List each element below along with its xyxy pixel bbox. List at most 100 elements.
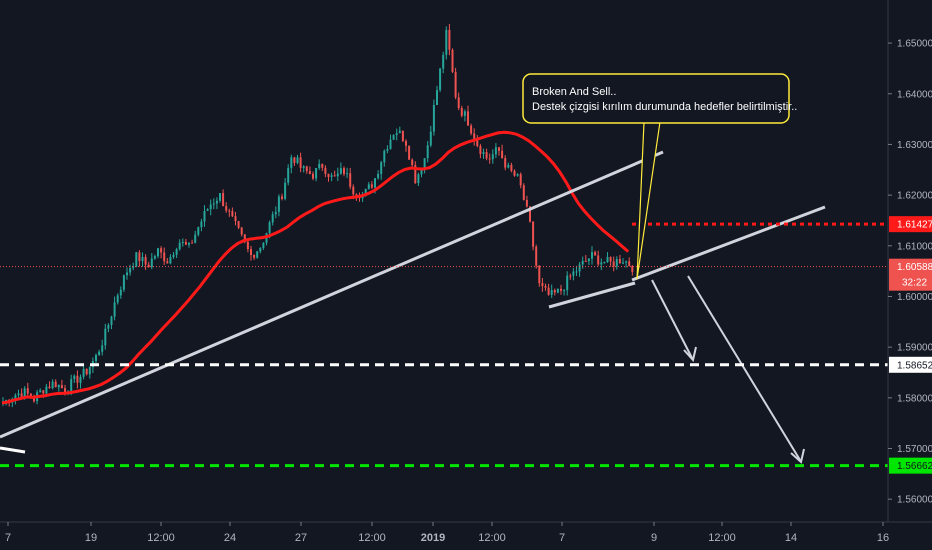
candle-body	[420, 169, 423, 175]
candle-body	[206, 209, 209, 211]
candle-body	[374, 178, 376, 188]
candle-body	[395, 133, 398, 136]
candle-body	[209, 204, 212, 210]
annotation-callout[interactable]: Broken And Sell.. Destek çizgisi kırılım…	[522, 73, 797, 280]
candle-body	[494, 147, 497, 155]
candle-body	[315, 168, 318, 179]
candle-body	[20, 393, 23, 398]
candle-body	[110, 316, 113, 325]
price-axis[interactable]: 1.65000 1.64000 1.63000 1.62000 1.61000 1.600…	[887, 0, 932, 522]
candle-body	[284, 182, 287, 199]
time-tick-label: 12:00	[358, 532, 386, 544]
candle-body	[470, 125, 473, 134]
candle-body	[88, 367, 91, 375]
candle-body	[296, 157, 299, 163]
candle-body	[566, 275, 569, 291]
candle-body	[135, 252, 138, 267]
price-tick-label: 1.61000	[897, 241, 932, 252]
candle-body	[383, 150, 386, 163]
candle-body	[535, 246, 538, 266]
candle-body	[333, 175, 336, 177]
candle-body	[507, 164, 510, 168]
candle-body	[101, 345, 104, 352]
candle-body	[290, 157, 293, 168]
candle-body	[237, 221, 240, 228]
channel-lower-trendline[interactable]	[548, 281, 636, 309]
price-tick-label: 1.62000	[897, 191, 932, 202]
candle-body	[17, 393, 20, 396]
target-arrow-1[interactable]	[651, 279, 697, 363]
candle-body	[367, 184, 370, 190]
candle-body	[150, 258, 153, 268]
candle-body	[299, 157, 302, 168]
candle-body	[26, 388, 29, 394]
candle-body	[253, 254, 256, 258]
candle-body	[157, 248, 159, 257]
candle-body	[147, 264, 150, 268]
candle-body	[606, 257, 609, 263]
time-tick-label: 7	[5, 532, 11, 544]
channel-upper-trendline[interactable]	[631, 205, 826, 282]
candle-body	[113, 302, 116, 317]
candle-body	[194, 234, 197, 243]
candle-body	[14, 395, 17, 399]
candle-body	[377, 173, 380, 179]
candle-body	[352, 186, 355, 195]
candle-body	[48, 386, 51, 389]
candle-body	[330, 175, 333, 177]
candle-body	[126, 272, 128, 276]
candle-body	[104, 328, 107, 346]
candle-body	[184, 241, 187, 245]
candle-body	[569, 275, 572, 277]
candle-body	[243, 234, 246, 242]
candle-body	[476, 139, 479, 146]
candle-body	[262, 242, 265, 248]
candle-body	[85, 368, 88, 375]
candle-body	[73, 375, 76, 380]
candle-body	[572, 271, 575, 276]
candle-body	[392, 135, 395, 140]
price-tick-label: 1.63000	[897, 140, 932, 151]
trendline-stub[interactable]	[0, 446, 26, 454]
candle-body	[191, 242, 194, 244]
candle-body	[228, 210, 231, 212]
rising-trendline[interactable]	[0, 150, 664, 439]
price-level-badge-label: 1.58652	[897, 360, 932, 371]
price-tick-label: 1.64000	[897, 89, 932, 100]
candle-body	[82, 368, 85, 377]
time-tick-label: 12:00	[478, 532, 506, 544]
time-axis[interactable]: 7 19 12:00 24 27 12:00 2019 12:00 7 9 12:00 14 16	[0, 521, 932, 550]
candle-body	[584, 260, 587, 262]
candle-body	[429, 131, 432, 146]
candle-body	[426, 145, 429, 159]
candle-body	[519, 174, 522, 186]
candle-body	[622, 262, 624, 264]
candle-body	[318, 163, 321, 169]
candle-body	[442, 54, 445, 69]
candle-layer	[2, 24, 634, 408]
candle-body	[79, 376, 82, 383]
target-arrow-2[interactable]	[687, 275, 805, 464]
candle-body	[398, 130, 401, 134]
callout-line-2: Destek çizgisi kırılım durumunda hedefle…	[532, 101, 797, 113]
price-level-badge-label: 1.61427	[897, 220, 932, 231]
candle-body	[587, 258, 590, 262]
candle-body	[575, 271, 578, 273]
candle-body	[408, 145, 411, 160]
candle-body	[203, 210, 206, 222]
candle-body	[414, 164, 417, 184]
moving-average-line	[1, 130, 630, 405]
candle-body	[488, 158, 491, 160]
candle-body	[64, 388, 66, 394]
candle-body	[138, 252, 141, 262]
candle-body	[454, 71, 457, 98]
candle-body	[405, 141, 407, 146]
candle-body	[510, 164, 513, 171]
candle-body	[271, 214, 274, 223]
candle-body	[380, 162, 383, 174]
candle-body	[401, 130, 404, 142]
candle-body	[445, 29, 448, 55]
candle-body	[42, 390, 45, 394]
